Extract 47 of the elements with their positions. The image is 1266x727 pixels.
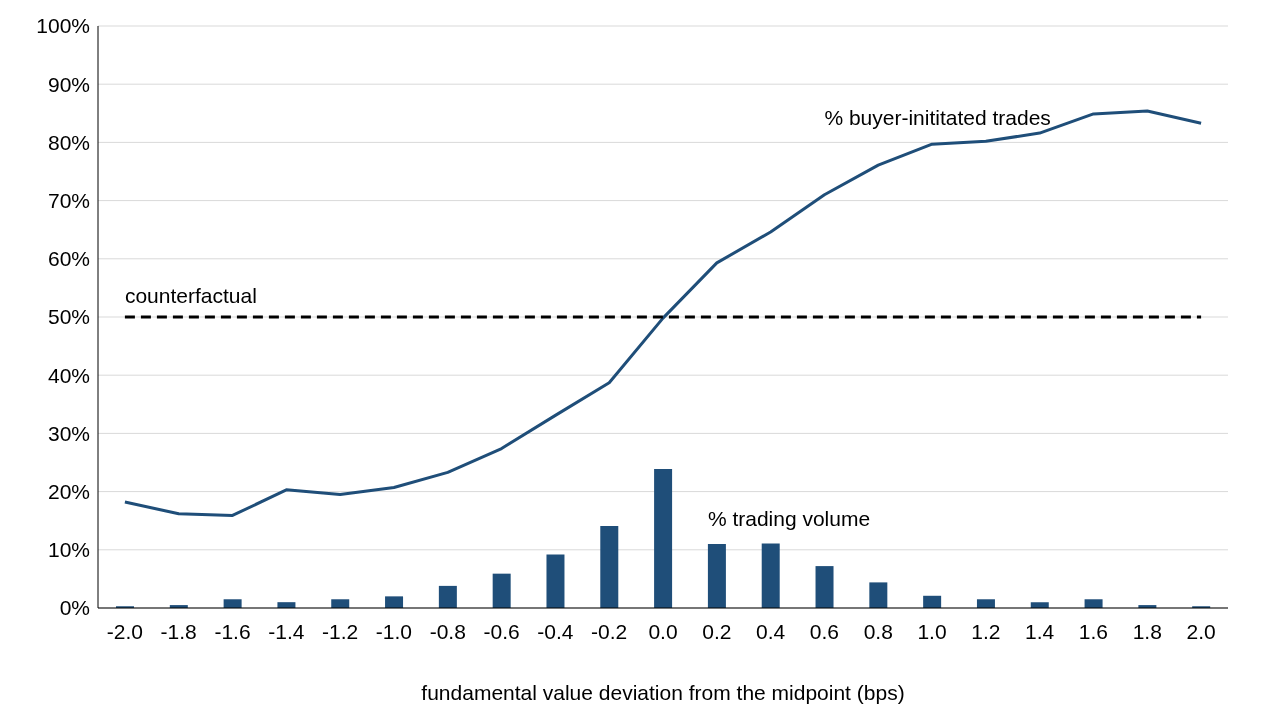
x-tick-label: 0.6 [809, 619, 840, 643]
x-tick-label: -2.0 [106, 619, 143, 643]
x-tick-label: -1.2 [322, 619, 359, 643]
x-axis-title: fundamental value deviation from the midpoint (bps) [421, 681, 905, 704]
x-tick-label: 1.0 [917, 619, 947, 643]
x-tick-label: 0.0 [648, 619, 678, 643]
bar [923, 595, 942, 608]
bar [546, 554, 565, 608]
bar [815, 566, 834, 608]
bar [707, 543, 726, 608]
x-tick-label: -1.0 [375, 619, 413, 643]
y-tick-label: 30% [47, 421, 90, 445]
x-tick-label: -0.8 [429, 619, 466, 643]
y-tick-label: 100% [36, 14, 90, 38]
x-tick-label: -0.4 [537, 619, 574, 643]
x-tick-label: -0.2 [591, 619, 628, 643]
x-tick-label: -1.6 [214, 619, 251, 643]
x-tick-label: -0.6 [483, 619, 520, 643]
x-tick-label: -1.8 [160, 619, 197, 643]
x-tick-label: -1.4 [268, 619, 305, 643]
bar [869, 582, 888, 608]
y-tick-label: 50% [47, 305, 90, 329]
series-label: % buyer-inititated trades [824, 105, 1051, 129]
bar [492, 573, 511, 608]
x-tick-label: 0.8 [863, 619, 893, 643]
x-tick-label: 1.8 [1132, 619, 1162, 643]
bar [761, 543, 780, 608]
y-tick-label: 40% [47, 363, 90, 387]
y-tick-label: 90% [47, 72, 90, 96]
x-tick-label: 1.4 [1025, 619, 1055, 643]
x-tick-label: 0.4 [756, 619, 786, 643]
bar [385, 596, 404, 608]
x-tick-label: 2.0 [1186, 619, 1216, 643]
y-tick-label: 10% [47, 538, 90, 562]
y-tick-label: 80% [47, 130, 90, 154]
y-tick-label: 0% [59, 596, 90, 620]
bar [654, 468, 673, 608]
x-tick-label: 1.2 [971, 619, 1001, 643]
series-label: % trading volume [707, 506, 871, 530]
x-tick-label: 1.6 [1078, 619, 1109, 643]
series-label: counterfactual [124, 284, 257, 307]
x-tick-label: 0.2 [702, 619, 732, 643]
y-tick-label: 60% [47, 247, 90, 271]
bar [438, 585, 457, 608]
y-tick-label: 70% [47, 189, 90, 213]
bar [600, 525, 619, 608]
y-tick-label: 20% [47, 480, 90, 504]
